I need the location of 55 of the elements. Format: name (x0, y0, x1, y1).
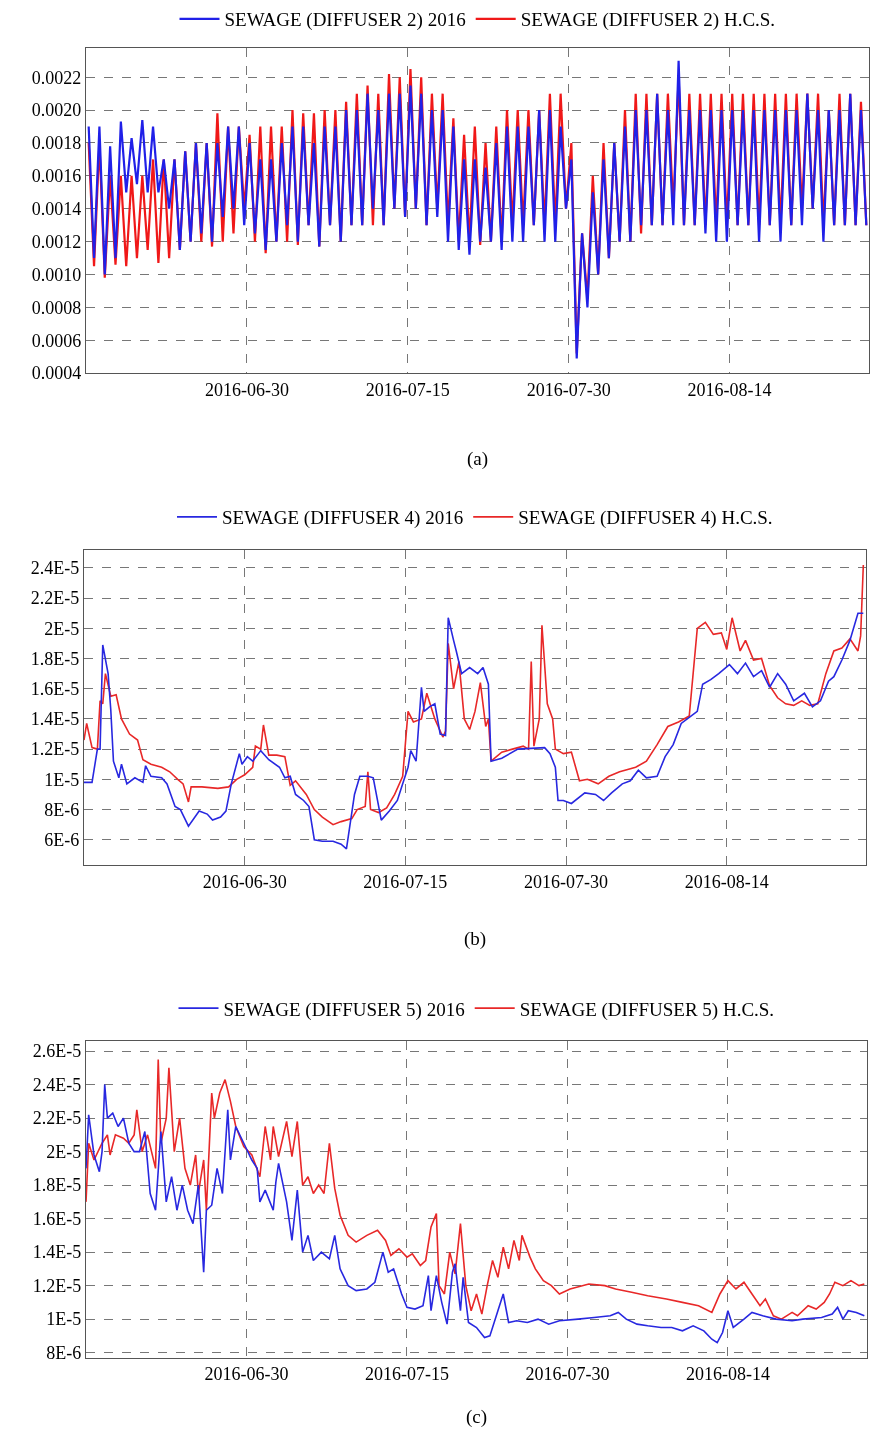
x-tick-label: 2016-06-30 (204, 1364, 289, 1385)
line-series (86, 1058, 866, 1320)
text: (c) (466, 1406, 488, 1428)
line-series (84, 564, 865, 826)
x-tick-label: 2016-06-30 (202, 872, 287, 893)
text: (b) (464, 928, 487, 950)
y-tick-label: 0.0016 (31, 166, 82, 187)
x-tick-label: 2016-07-15 (364, 1364, 449, 1385)
legend-label: SEWAGE (DIFFUSER 2) 2016 (224, 9, 466, 32)
y-tick-label: 0.0020 (31, 100, 82, 121)
y-tick-label: 8E-6 (46, 1342, 82, 1363)
y-tick-label: 6E-6 (44, 830, 80, 851)
y-tick-label: 0.0010 (31, 264, 82, 285)
line-series (86, 1083, 866, 1344)
x-tick-label: 2016-07-15 (365, 379, 450, 400)
y-tick-label: 0.0014 (31, 199, 82, 220)
y-tick-label: 1.2E-5 (30, 739, 80, 760)
y-tick-label: 1.4E-5 (32, 1242, 82, 1263)
y-tick-label: 1E-5 (46, 1309, 82, 1330)
x-tick-label: 2016-08-14 (687, 379, 772, 400)
y-tick-label: 1E-5 (44, 769, 80, 790)
y-tick-label: 2E-5 (44, 618, 80, 639)
x-tick-label: 2016-06-30 (204, 379, 289, 400)
y-tick-label: 8E-6 (44, 799, 80, 820)
y-tick-label: 2.4E-5 (30, 558, 80, 579)
y-tick-label: 1.6E-5 (30, 679, 80, 700)
y-tick-label: 1.8E-5 (30, 648, 80, 669)
x-tick-label: 2016-08-14 (684, 872, 769, 893)
y-tick-label: 1.6E-5 (32, 1208, 82, 1229)
y-tick-label: 0.0008 (31, 297, 82, 318)
y-tick-label: 2.2E-5 (32, 1108, 82, 1129)
x-tick-label: 2016-08-14 (685, 1364, 770, 1385)
x-tick-label: 2016-07-30 (524, 872, 609, 893)
x-tick-label: 2016-07-30 (526, 379, 611, 400)
y-tick-label: 0.0006 (31, 330, 82, 351)
y-tick-label: 1.8E-5 (32, 1175, 82, 1196)
y-tick-label: 0.0004 (31, 363, 82, 384)
legend-label: SEWAGE (DIFFUSER 5) H.C.S. (519, 998, 775, 1021)
legend-label: SEWAGE (DIFFUSER 2) H.C.S. (520, 9, 776, 32)
legend-label: SEWAGE (DIFFUSER 5) 2016 (223, 998, 465, 1021)
line-series (84, 612, 865, 850)
y-tick-label: 2.2E-5 (30, 588, 80, 609)
legend-label: SEWAGE (DIFFUSER 4) 2016 (222, 507, 464, 530)
y-tick-label: 2.6E-5 (32, 1041, 82, 1062)
y-tick-label: 2E-5 (46, 1141, 82, 1162)
text: (a) (467, 448, 489, 470)
x-tick-label: 2016-07-15 (363, 872, 448, 893)
x-tick-label: 2016-07-30 (525, 1364, 610, 1385)
y-tick-label: 1.4E-5 (30, 709, 80, 730)
y-tick-label: 0.0022 (31, 67, 82, 88)
y-tick-label: 0.0018 (31, 133, 82, 154)
y-tick-label: 2.4E-5 (32, 1074, 82, 1095)
y-tick-label: 0.0012 (31, 231, 82, 252)
legend-label: SEWAGE (DIFFUSER 4) H.C.S. (518, 507, 773, 530)
y-tick-label: 1.2E-5 (32, 1275, 82, 1296)
